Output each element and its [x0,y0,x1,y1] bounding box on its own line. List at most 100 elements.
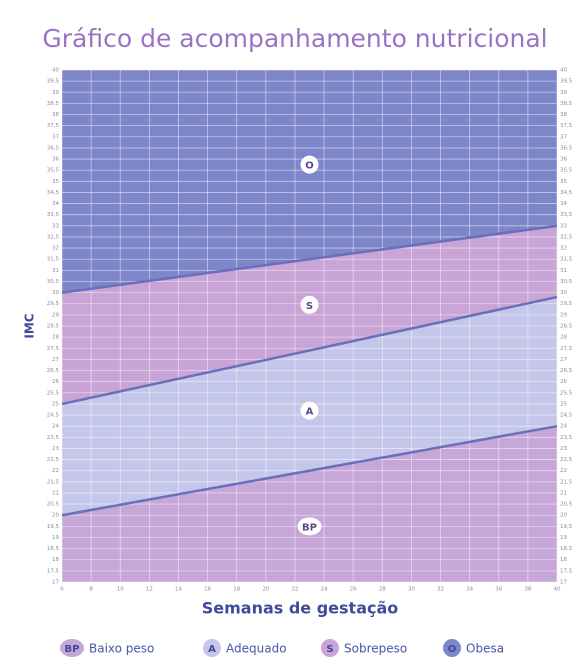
y-tick-label: 39 [52,90,59,96]
y-tick-label: 22 [52,468,59,474]
y-tick-label-right: 28,5 [560,324,573,330]
legend-label: Adequado [226,642,287,656]
y-tick-label-right: 39 [560,90,567,96]
y-tick-label: 39,5 [47,79,60,85]
y-tick-label: 30,5 [47,279,60,285]
x-tick-label: 10 [117,587,124,593]
y-tick-label: 24,5 [47,413,60,419]
y-tick-label-right: 33 [560,223,567,229]
zone-badge [300,295,319,314]
legend-label: Baixo peso [89,642,154,656]
y-tick-label-right: 35 [560,179,567,185]
y-tick-label: 38,5 [47,101,60,107]
y-tick-label: 40 [52,68,59,74]
y-tick-label-right: 22 [560,468,567,474]
x-tick-label: 40 [554,587,561,593]
y-tick-label-right: 38 [560,112,567,118]
y-tick-label: 33 [52,223,59,229]
y-tick-label-right: 34,5 [560,190,573,196]
y-tick-label: 37 [52,134,59,140]
y-tick-label-right: 27,5 [560,346,573,352]
y-tick-label-right: 30,5 [560,279,573,285]
x-tick-label: 12 [146,587,153,593]
y-tick-label: 17 [52,580,59,586]
y-tick-label: 36,5 [47,145,60,151]
x-tick-label: 32 [437,587,444,593]
boundary-line [61,295,558,406]
y-tick-label-right: 36,5 [560,145,573,151]
y-tick-label: 23,5 [47,435,60,441]
y-tick-label: 35,5 [47,168,60,174]
y-tick-label-right: 18,5 [560,546,573,552]
x-tick-label: 22 [291,587,298,593]
x-tick-label: 24 [321,587,328,593]
y-tick-label-right: 27 [560,357,567,363]
y-tick-label-right: 30 [560,290,567,296]
x-tick-label: 16 [204,587,211,593]
y-tick-label: 21,5 [47,479,60,485]
y-tick-label-right: 28 [560,335,567,341]
x-tick-label: 36 [495,587,502,593]
y-tick-label: 31 [52,268,59,274]
y-tick-label: 36 [52,157,59,163]
x-tick-label: 8 [89,587,93,593]
y-tick-label: 29,5 [47,301,60,307]
x-tick-label: 26 [350,587,357,593]
y-tick-label-right: 31 [560,268,567,274]
zone-badge [297,517,322,536]
y-tick-label: 38 [52,112,59,118]
y-tick-label-right: 20,5 [560,502,573,508]
y-tick-label: 26 [52,379,59,385]
zone-label: BP [302,522,317,533]
legend-badge-label: A [208,644,216,655]
y-tick-label: 28 [52,335,59,341]
y-tick-label: 20,5 [47,502,60,508]
legend-badge-label: BP [65,644,80,655]
y-tick-label-right: 26 [560,379,567,385]
y-tick-label: 25,5 [47,390,60,396]
y-tick-label-right: 36 [560,157,567,163]
boundary-line [61,424,558,517]
y-tick-label-right: 29,5 [560,301,573,307]
y-tick-label: 27,5 [47,346,60,352]
y-tick-label-right: 24 [560,424,567,430]
legend-badge [443,639,461,657]
y-tick-label: 21 [52,490,59,496]
y-tick-label-right: 38,5 [560,101,573,107]
zone-label: S [306,301,313,312]
y-tick-label: 28,5 [47,324,60,330]
y-tick-label-right: 21 [560,490,567,496]
y-tick-label-right: 20 [560,513,567,519]
y-tick-label: 32 [52,246,59,252]
y-tick-label-right: 19 [560,535,567,541]
y-tick-label: 24 [52,424,59,430]
y-tick-label: 35 [52,179,59,185]
y-tick-label-right: 17 [560,580,567,586]
x-tick-label: 6 [60,587,64,593]
x-tick-label: 18 [233,587,240,593]
y-tick-label: 31,5 [47,257,60,263]
y-tick-label: 37,5 [47,123,60,129]
y-tick-label-right: 25 [560,401,567,407]
y-tick-label: 33,5 [47,212,60,218]
zone-badge [300,401,319,420]
y-tick-label: 29 [52,312,59,318]
legend-badge [321,639,339,657]
y-tick-label: 20 [52,513,59,519]
y-tick-label-right: 33,5 [560,212,573,218]
zone-label: O [305,161,314,172]
x-tick-label: 34 [466,587,473,593]
x-tick-label: 30 [408,587,415,593]
y-tick-label: 25 [52,401,59,407]
y-tick-label-right: 19,5 [560,524,573,530]
y-tick-label: 17,5 [47,568,60,574]
y-tick-label: 19,5 [47,524,60,530]
y-tick-label-right: 40 [560,68,567,74]
zone-badge [300,155,319,174]
y-tick-label: 32,5 [47,234,60,240]
y-tick-label-right: 39,5 [560,79,573,85]
y-tick-label-right: 32,5 [560,234,573,240]
y-axis-title: IMC [23,313,37,338]
y-tick-label-right: 24,5 [560,413,573,419]
